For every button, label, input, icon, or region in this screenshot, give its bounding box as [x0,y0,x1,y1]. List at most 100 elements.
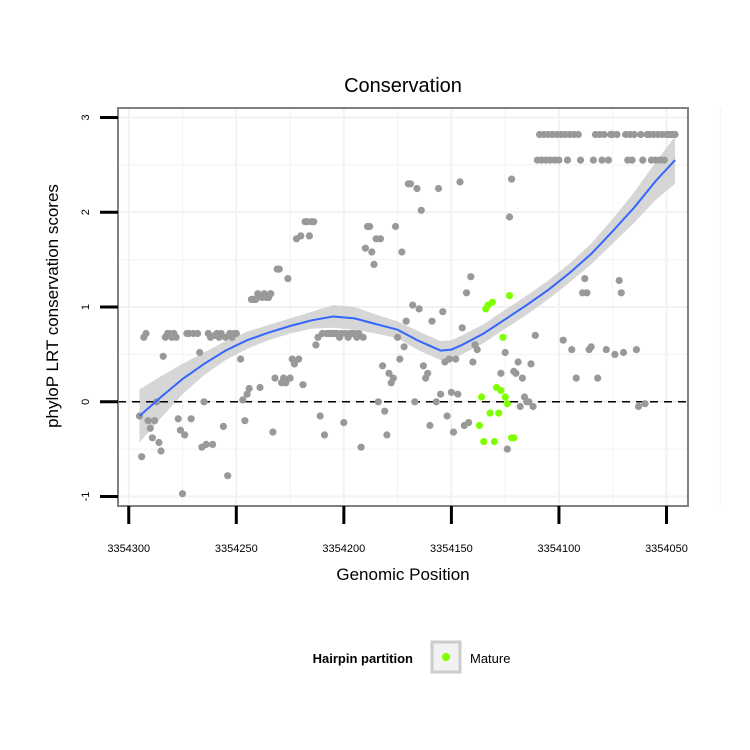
gray-point-156 [501,348,509,357]
mature-point-2 [480,438,488,446]
gray-point-59 [267,290,275,298]
gray-point-132 [424,369,432,377]
gray-point-72 [295,355,303,363]
gray-point-181 [555,156,563,164]
gray-point-19 [176,426,184,434]
gray-point-114 [385,369,393,377]
x-tick-label-3: 3354150 [430,543,473,555]
gray-point-70 [290,360,298,368]
gray-point-158 [505,213,514,221]
gray-point-163 [516,402,524,411]
gray-point-146 [456,178,464,186]
gray-point-230 [660,156,668,164]
legend-mature-dot [442,653,450,661]
gray-point-150 [465,419,473,427]
gray-point-204 [604,156,613,164]
gray-point-125 [409,301,417,309]
gray-point-93 [340,419,348,427]
gray-point-116 [389,374,397,382]
gray-point-211 [619,348,628,357]
x-tick-label-4: 3354100 [538,543,581,555]
gray-point-3 [142,329,150,338]
gray-point-134 [428,317,436,325]
gray-point-45 [237,355,245,363]
gray-point-157 [503,445,511,453]
gray-point-202 [600,130,608,139]
gray-point-112 [381,407,389,415]
gray-point-183 [559,336,567,344]
gray-point-130 [419,362,427,370]
y-tick-label-4: 3 [80,114,92,120]
gray-point-209 [615,276,623,285]
gray-point-145 [454,390,462,398]
gray-point-77 [305,232,313,240]
y-tick-label-0: -1 [80,492,92,502]
gray-point-170 [531,331,539,339]
gray-point-215 [628,156,636,164]
mature-point-12 [501,393,509,401]
gray-point-127 [413,184,421,193]
gray-point-106 [368,248,376,256]
gray-point-118 [394,333,402,341]
gray-point-168 [527,360,535,368]
gray-point-221 [641,400,649,408]
gray-point-124 [406,180,415,188]
x-tick-label-5: 3354050 [645,543,688,555]
gray-point-207 [611,350,619,358]
y-axis-title: phyloP LRT conservation scores [43,184,62,428]
mature-point-5 [486,409,494,417]
chart-title: Conservation [344,75,462,97]
gray-point-6 [148,434,156,442]
mature-point-14 [505,292,514,300]
mature-point-13 [503,400,511,408]
gray-point-235 [671,130,679,139]
gray-point-105 [366,222,374,231]
gray-point-46 [239,396,247,404]
gray-point-169 [529,402,537,411]
gray-point-74 [299,381,307,389]
gray-point-63 [275,265,283,273]
legend-title: Hairpin partition [313,651,413,666]
gray-point-113 [383,431,391,439]
gray-point-47 [241,417,249,425]
x-axis-title: Genomic Position [336,565,469,584]
gray-point-30 [202,440,210,448]
gray-point-133 [426,421,434,430]
gray-point-149 [462,289,471,297]
mature-point-9 [495,409,503,417]
gray-point-167 [525,398,533,406]
gray-point-61 [271,374,279,382]
gray-point-129 [417,206,425,214]
gray-point-199 [594,374,602,382]
gray-point-135 [432,398,440,406]
legend-label-mature: Mature [470,651,510,666]
legend: Hairpin partition Mature [313,640,510,674]
gray-point-67 [284,275,292,283]
gray-point-201 [598,156,606,164]
x-tick-label-0: 3354300 [107,543,150,555]
gray-point-208 [613,130,621,139]
y-tick-label-3: 2 [80,209,92,215]
gray-point-111 [379,362,387,370]
gray-point-147 [458,324,466,332]
mature-point-16 [510,434,518,442]
gray-point-52 [252,295,260,303]
gray-point-20 [178,490,187,498]
mature-point-11 [499,333,507,341]
gray-point-128 [415,305,423,313]
mature-point-10 [497,386,505,394]
gray-point-136 [434,184,443,193]
mature-point-0 [475,421,483,430]
gray-point-162 [514,358,522,366]
mature-points-layer [475,292,518,446]
gray-point-220 [639,156,647,164]
gray-point-54 [256,383,264,392]
gray-point-48 [243,390,251,398]
gray-point-73 [297,232,305,240]
gray-point-26 [194,329,202,338]
gray-point-10 [157,447,165,455]
gray-point-17 [172,333,180,341]
gray-point-33 [209,440,217,448]
gray-point-138 [439,308,447,316]
gray-point-110 [376,235,384,243]
